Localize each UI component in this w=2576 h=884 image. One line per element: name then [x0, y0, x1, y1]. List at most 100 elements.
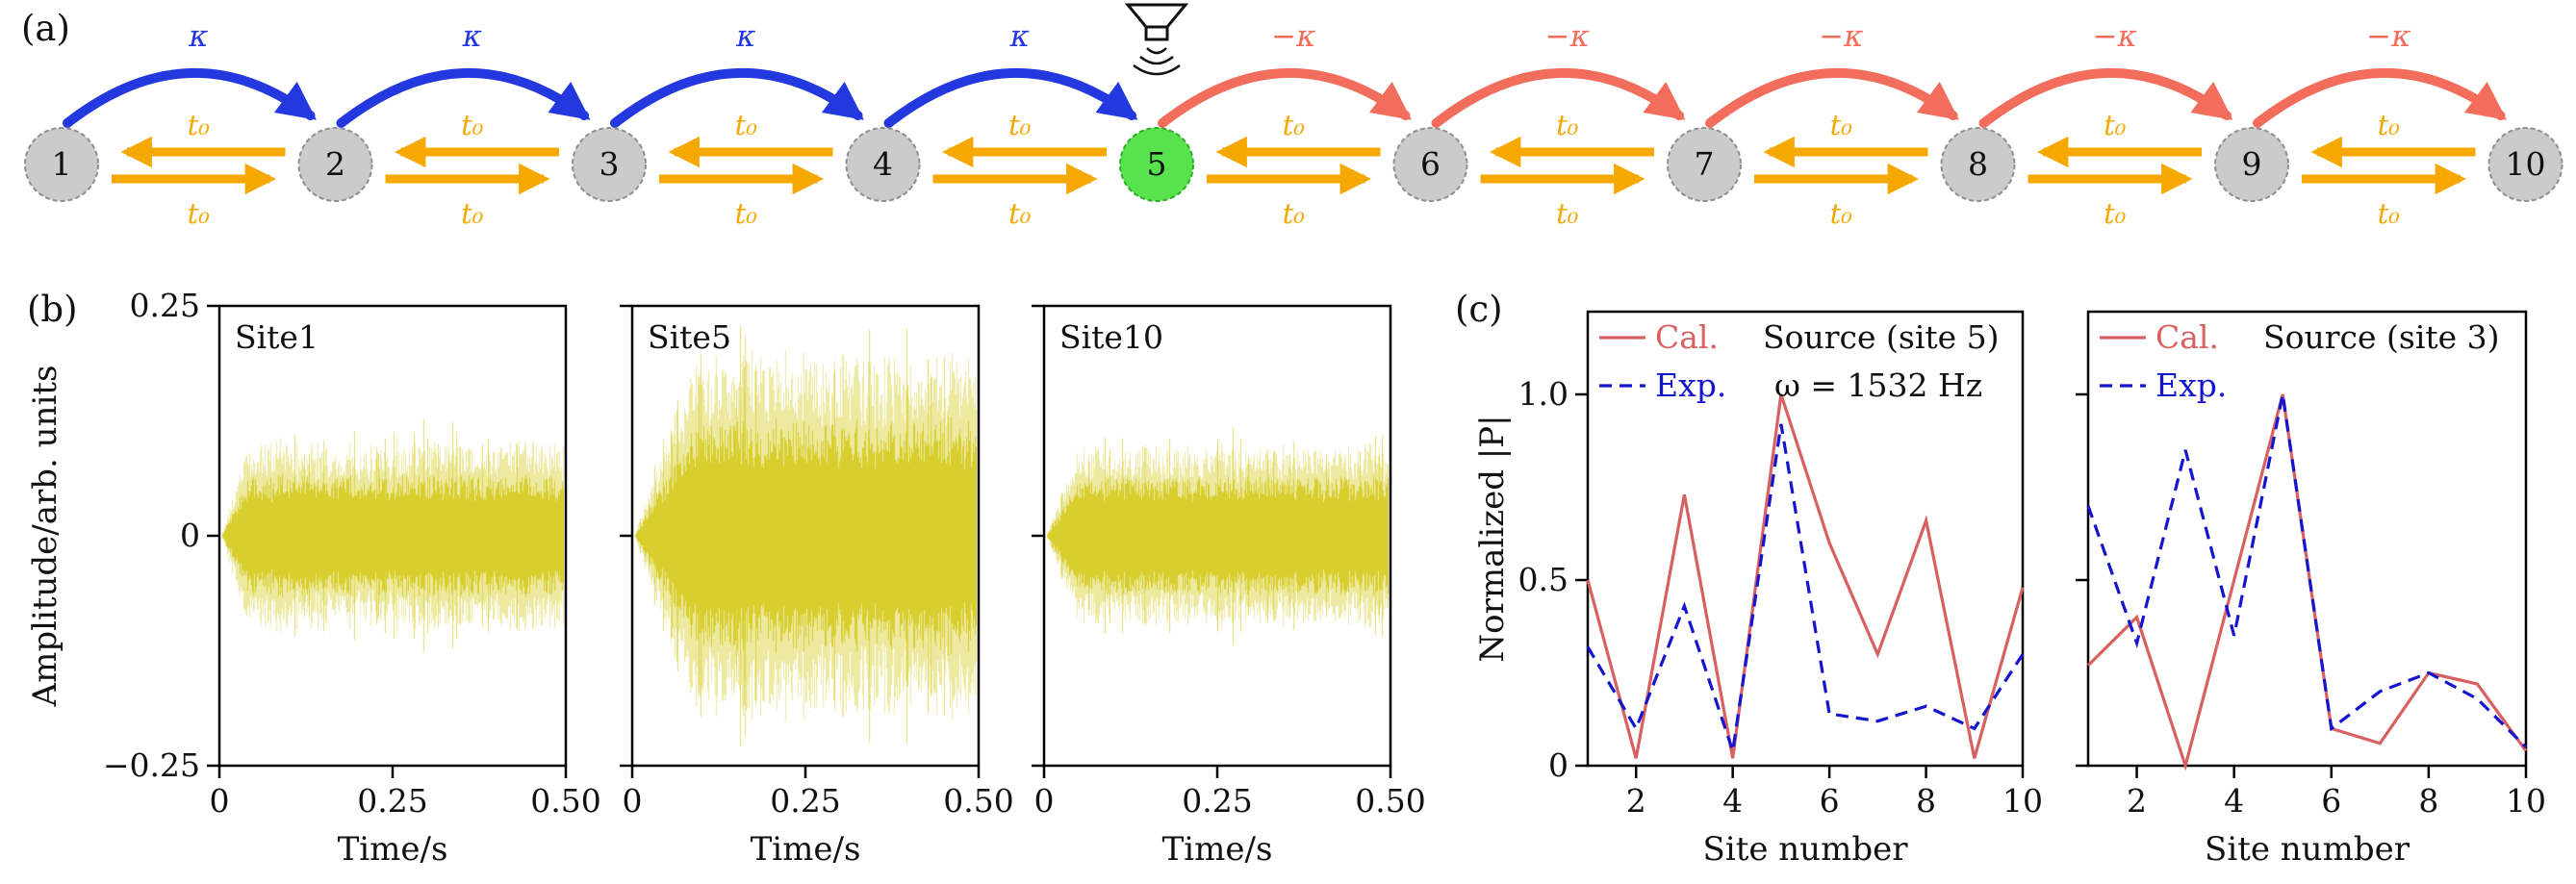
hopping-label-top: t₀ [461, 109, 484, 141]
waveform-canvas-site5 [634, 308, 977, 764]
y-tick-label: 0.25 [130, 287, 200, 324]
panel-b-label: (b) [27, 289, 78, 330]
site-node: 1 [24, 127, 99, 202]
circle-shape [1667, 127, 1742, 202]
site-number: 3 [599, 145, 620, 183]
x-tick-label: 0.25 [1182, 782, 1252, 820]
circle-shape [1392, 127, 1468, 202]
site-node: 6 [1392, 127, 1468, 202]
site-number: 1 [52, 145, 72, 183]
site-number: 9 [2242, 145, 2262, 183]
lattice-diagram: t₀ t₀ t₀ t₀ t₀ t₀ t₀ t₀ t₀ t₀ t₀ t₀ t₀ t₀ t₀ t₀ t₀ t₀ κ κ κ κ… [24, 3, 2563, 230]
coupling-arc-kappa [610, 68, 864, 128]
y-axis-label: Amplitude/arb. units [26, 366, 64, 708]
x-axis-label: Time/s [751, 830, 861, 869]
hopping-label-top: t₀ [1283, 109, 1306, 141]
legend-annotation-source: Source (site 5) [1763, 318, 2000, 356]
x-tick-label: 0 [210, 782, 230, 820]
hopping-label-top: t₀ [1556, 109, 1579, 141]
circle-shape [1940, 127, 2016, 202]
hopping-label-bottom: t₀ [461, 197, 484, 230]
y-tick-label: 0.5 [1518, 561, 1569, 598]
x-tick-label: 0.50 [943, 782, 1013, 820]
site-node: 3 [572, 127, 647, 202]
legend-label-exp: Exp. [2155, 366, 2227, 404]
x-tick-label: 2 [2127, 782, 2147, 820]
circle-shape [2214, 127, 2289, 202]
x-tick-label: 2 [1626, 782, 1646, 820]
hopping-label-bottom: t₀ [1556, 197, 1579, 230]
coupling-arc-neg-kappa [1705, 68, 1959, 128]
profile-subplot: 0 0.5 1.0 2 4 6 8 10 Site number Cal. Source (site… [1518, 310, 2043, 869]
coupling-arc-neg-kappa [1978, 68, 2233, 128]
series-line-cal [1586, 393, 2025, 759]
hopping-label-top: t₀ [735, 109, 758, 141]
kappa-label: κ [1009, 19, 1030, 54]
legend-label-exp: Exp. [1655, 366, 1726, 404]
coupling-arc-neg-kappa [1158, 68, 1412, 128]
site-number: 5 [1147, 145, 1167, 183]
y-tick-label: 0 [1548, 746, 1569, 784]
circle-shape [297, 127, 373, 202]
legend-annotation-source: Source (site 3) [2263, 318, 2500, 356]
x-tick-label: 0.25 [357, 782, 427, 820]
legend-label-cal: Cal. [2155, 318, 2219, 356]
series-line-exp [2086, 393, 2528, 748]
legend-annotation-frequency: ω = 1532 Hz [1774, 366, 1982, 404]
hopping-label-bottom: t₀ [2378, 197, 2401, 230]
coupling-arc-kappa [883, 68, 1138, 128]
plot-frame [1586, 310, 2025, 768]
circle-shape [845, 127, 921, 202]
x-tick-label: 0.25 [770, 782, 840, 820]
x-tick-label: 10 [2506, 782, 2546, 820]
kappa-label: κ [188, 19, 208, 54]
neg-kappa-label: −κ [2366, 19, 2410, 54]
rect-shape [1144, 25, 1169, 41]
neg-kappa-label: −κ [1545, 19, 1590, 54]
x-tick-label: 0.50 [1355, 782, 1425, 820]
panel-c-plots: 0 0.5 1.0 2 4 6 8 10 Site number Cal. Source (site… [1473, 310, 2546, 869]
x-tick-label: 8 [1916, 782, 1936, 820]
series-line-exp [1586, 423, 2025, 752]
hopping-label-top: t₀ [2104, 109, 2127, 141]
x-tick-label: 10 [2002, 782, 2043, 820]
x-tick-label: 8 [2418, 782, 2438, 820]
hopping-label-bottom: t₀ [1830, 197, 1853, 230]
path-shape [1133, 63, 1181, 76]
kappa-label: κ [735, 19, 755, 54]
x-tick-label: 0 [623, 782, 643, 820]
plot-frame [2086, 310, 2528, 768]
x-tick-label: 6 [2321, 782, 2341, 820]
neg-kappa-label: −κ [1819, 19, 1863, 54]
site-node: 9 [2214, 127, 2289, 202]
site-node: 8 [1940, 127, 2016, 202]
x-tick-label: 4 [2224, 782, 2244, 820]
x-tick-label: 0.50 [530, 782, 600, 820]
path-shape [1139, 56, 1174, 65]
coupling-arc-kappa [336, 68, 591, 128]
hopping-label-bottom: t₀ [735, 197, 758, 230]
circle-shape [24, 127, 99, 202]
hopping-label-top: t₀ [1008, 109, 1032, 141]
y-tick-label: 1.0 [1518, 375, 1569, 413]
hopping-label-top: t₀ [1830, 109, 1853, 141]
site-number: 8 [1968, 145, 1988, 183]
site-node: 10 [2487, 127, 2563, 202]
panel-c-label: (c) [1455, 289, 1503, 330]
circle-shape [572, 127, 647, 202]
circle-shape [1119, 127, 1194, 202]
coupling-arc-kappa [63, 68, 317, 128]
path-shape [1124, 3, 1189, 29]
x-axis-label: Time/s [338, 830, 448, 869]
legend-label-cal: Cal. [1655, 318, 1719, 356]
x-axis-label: Site number [1703, 830, 1909, 869]
site-node: 2 [297, 127, 373, 202]
circle-shape [2487, 127, 2563, 202]
y-tick-label: −0.25 [103, 746, 200, 784]
site-node: 7 [1667, 127, 1742, 202]
path-shape [1146, 47, 1167, 55]
kappa-label: κ [462, 19, 482, 54]
speaker-icon [1124, 3, 1189, 76]
panel-a-label: (a) [21, 8, 70, 49]
